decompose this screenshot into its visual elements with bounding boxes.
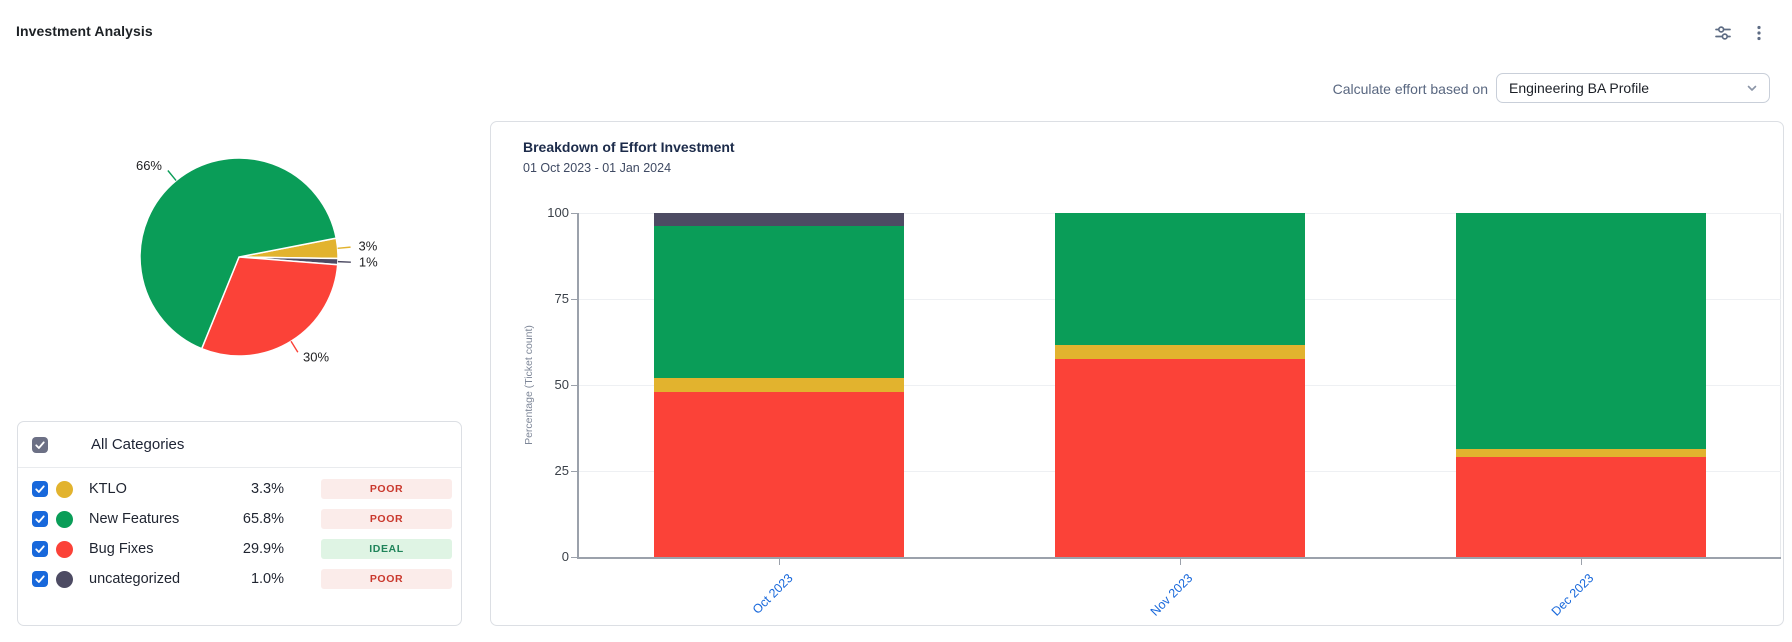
x-tick-mark xyxy=(1180,559,1181,565)
y-tick-label: 0 xyxy=(561,549,569,564)
profile-dropdown[interactable]: Engineering BA Profile xyxy=(1496,73,1770,103)
bar-segment-new-features[interactable] xyxy=(1455,213,1706,449)
bar-segment-bug-fixes[interactable] xyxy=(1055,359,1305,557)
pie-label-connector xyxy=(337,246,351,249)
all-categories-checkbox[interactable] xyxy=(32,436,48,453)
profile-dropdown-value: Engineering BA Profile xyxy=(1509,80,1650,96)
x-tick-mark xyxy=(779,559,781,565)
category-checkbox[interactable] xyxy=(32,481,48,497)
category-list: KTLO 3.3% POOR New Features 65.8% POOR B… xyxy=(18,468,461,594)
categories-panel: All Categories KTLO 3.3% POOR New Featur… xyxy=(17,421,462,626)
category-checkbox[interactable] xyxy=(32,511,48,527)
pie-slice-label: 30% xyxy=(303,349,329,364)
y-tick-label: 25 xyxy=(554,463,569,478)
page-title: Investment Analysis xyxy=(16,23,153,39)
investment-pie-chart[interactable]: 3%1% 30% 66% xyxy=(100,140,400,380)
category-name: KTLO xyxy=(89,481,127,497)
y-tick-label: 50 xyxy=(554,377,569,392)
category-row-ktlo[interactable]: KTLO 3.3% POOR xyxy=(18,474,461,504)
y-tick-label: 100 xyxy=(547,205,569,220)
y-tick-mark xyxy=(571,385,577,386)
stacked-bar-chart: 0 25 50 75 100 Oct 2023 Nov 2023 Dec 2023 xyxy=(547,205,1781,619)
x-axis-label-nov-2023[interactable]: Nov 2023 xyxy=(1148,571,1196,619)
category-percent: 65.8% xyxy=(242,511,284,527)
effort-breakdown-panel: Breakdown of Effort Investment 01 Oct 20… xyxy=(490,121,1784,626)
y-tick-mark xyxy=(571,471,577,472)
pie-label-connector xyxy=(337,260,351,263)
pie-label-connector xyxy=(167,170,177,181)
x-tick-mark xyxy=(1580,559,1582,565)
x-axis-label-dec-2023[interactable]: Dec 2023 xyxy=(1548,571,1597,619)
status-badge: IDEAL xyxy=(321,539,452,559)
header-toolbar xyxy=(1712,22,1770,44)
all-categories-label: All Categories xyxy=(91,436,185,453)
bar-dec-2023[interactable] xyxy=(1455,213,1706,557)
pie-slice-new-features[interactable] xyxy=(139,157,338,350)
y-axis-line xyxy=(577,213,579,557)
bar-oct-2023[interactable] xyxy=(654,213,905,557)
category-color-dot xyxy=(56,540,73,558)
pie-label-connector xyxy=(290,340,299,353)
bar-segment-ktlo[interactable] xyxy=(654,378,905,392)
x-axis-line xyxy=(577,557,1781,559)
pie-slice-label: 3% xyxy=(359,239,378,254)
bar-nov-2023[interactable] xyxy=(1055,213,1305,557)
y-tick-mark xyxy=(571,557,577,558)
chevron-down-icon xyxy=(1745,81,1759,95)
all-categories-row[interactable]: All Categories xyxy=(18,422,461,467)
category-percent: 3.3% xyxy=(250,481,284,497)
category-color-dot xyxy=(56,480,73,498)
category-row-new-features[interactable]: New Features 65.8% POOR xyxy=(18,504,461,534)
calculate-effort-label: Calculate effort based on xyxy=(1332,81,1488,97)
category-color-dot xyxy=(56,570,73,588)
divider xyxy=(18,467,461,468)
chart-date-range: 01 Oct 2023 - 01 Jan 2024 xyxy=(523,161,672,175)
chart-title: Breakdown of Effort Investment xyxy=(523,139,735,155)
pie-slice-bug-fixes[interactable] xyxy=(200,256,339,357)
y-tick-mark xyxy=(571,299,577,300)
category-percent: 1.0% xyxy=(250,571,284,587)
category-name: uncategorized xyxy=(89,571,181,587)
y-tick-label: 75 xyxy=(554,291,569,306)
category-percent: 29.9% xyxy=(242,541,284,557)
status-badge: POOR xyxy=(321,479,452,499)
bar-segment-bug-fixes[interactable] xyxy=(654,391,905,557)
category-checkbox[interactable] xyxy=(32,541,48,557)
pie-slice-label: 1% xyxy=(359,255,378,270)
x-axis-label-oct-2023[interactable]: Oct 2023 xyxy=(749,571,796,617)
bar-segment-ktlo[interactable] xyxy=(1455,448,1706,458)
category-checkbox[interactable] xyxy=(32,571,48,587)
bar-segment-uncategorized[interactable] xyxy=(654,213,905,226)
bar-segment-new-features[interactable] xyxy=(1055,213,1305,346)
filter-sliders-icon[interactable] xyxy=(1712,22,1734,44)
y-tick-mark xyxy=(571,213,577,214)
kebab-menu-icon[interactable] xyxy=(1748,22,1770,44)
category-name: New Features xyxy=(89,511,180,527)
bar-segment-bug-fixes[interactable] xyxy=(1455,457,1706,557)
category-color-dot xyxy=(56,510,73,528)
pie-slice-label: 66% xyxy=(136,158,162,173)
category-row-uncategorized[interactable]: uncategorized 1.0% POOR xyxy=(18,564,461,594)
bar-segment-new-features[interactable] xyxy=(654,225,905,379)
status-badge: POOR xyxy=(321,509,452,529)
bar-segment-ktlo[interactable] xyxy=(1055,345,1305,360)
category-row-bug-fixes[interactable]: Bug Fixes 29.9% IDEAL xyxy=(18,534,461,564)
status-badge: POOR xyxy=(321,569,452,589)
category-name: Bug Fixes xyxy=(89,541,154,557)
